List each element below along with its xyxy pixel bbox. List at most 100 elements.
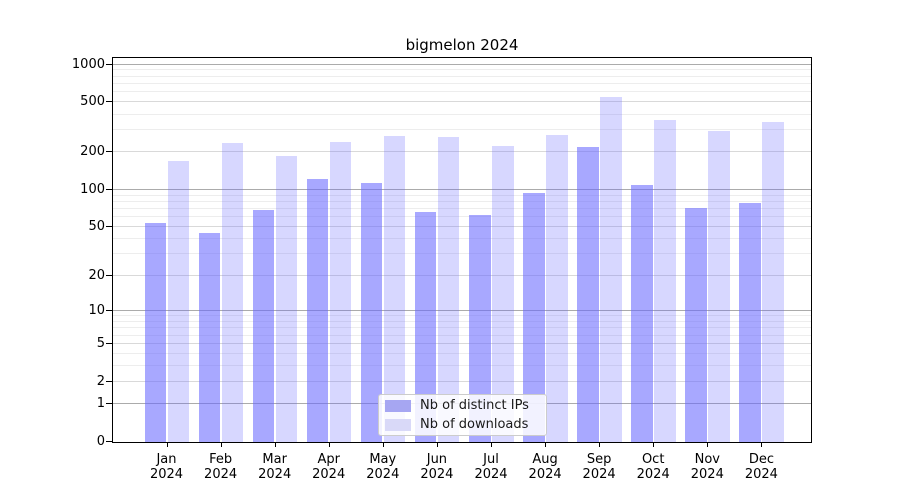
gridline-y-60 xyxy=(113,216,811,218)
bar-downloads-jan-2024 xyxy=(167,161,189,442)
legend-swatch-distinct-ips-icon xyxy=(385,399,411,412)
x-tick-label-jun: Jun 2024 xyxy=(420,452,454,482)
gridline-y-400 xyxy=(113,113,811,115)
y-tick-mark-100 xyxy=(106,188,113,190)
x-tick-label-nov: Nov 2024 xyxy=(690,452,724,482)
plot-area: 0 1 2 5 10 20 50 100 200 500 1000 Jan 2024 Feb 2024 Ma… xyxy=(72,57,812,482)
gridline-y-30 xyxy=(113,253,811,255)
bar-downloads-oct-2024 xyxy=(654,119,676,442)
gridline-y-2 xyxy=(113,381,811,382)
gridline-y-90 xyxy=(113,194,811,196)
gridline-y-800 xyxy=(113,75,811,77)
legend-row-downloads: Nb of downloads xyxy=(385,416,540,433)
x-tick-mark-feb xyxy=(220,443,222,447)
y-tick-label-10: 10 xyxy=(88,303,105,318)
bar-downloads-jul-2024 xyxy=(492,145,514,442)
bar-distinct-ips-jul-2024 xyxy=(469,214,491,442)
gridline-y-1000 xyxy=(113,63,811,65)
gridline-y-3 xyxy=(113,365,811,367)
x-tick-label-jan: Jan 2024 xyxy=(149,452,184,482)
gridline-y-70 xyxy=(113,208,811,210)
bar-distinct-ips-sep-2024 xyxy=(577,147,599,442)
x-tick-mark-aug xyxy=(545,443,547,447)
y-tick-mark-500 xyxy=(106,101,113,103)
chart-title: bigmelon 2024 xyxy=(405,36,519,54)
bar-downloads-sep-2024 xyxy=(600,97,622,442)
bar-distinct-ips-nov-2024 xyxy=(685,208,707,442)
bar-distinct-ips-jan-2024 xyxy=(144,223,166,442)
bar-downloads-may-2024 xyxy=(383,135,406,442)
gridline-y-10 xyxy=(113,310,811,311)
y-tick-mark-20 xyxy=(106,274,113,276)
bar-distinct-ips-apr-2024 xyxy=(306,178,329,442)
y-tick-mark-200 xyxy=(106,151,113,153)
bar-downloads-feb-2024 xyxy=(221,143,244,442)
x-tick-label-sep: Sep 2024 xyxy=(582,452,616,482)
x-tick-label-dec: Dec 2024 xyxy=(744,452,778,482)
gridline-y-8 xyxy=(113,321,811,322)
bar-downloads-dec-2024 xyxy=(762,121,784,442)
x-tick-mark-sep xyxy=(599,443,601,447)
bar-downloads-mar-2024 xyxy=(275,155,298,442)
x-tick-mark-jul xyxy=(491,443,492,447)
y-tick-mark-5 xyxy=(106,343,113,345)
gridline-y-6 xyxy=(113,334,811,336)
gridline-y-500 xyxy=(113,101,811,103)
legend-swatch-downloads-icon xyxy=(385,418,411,431)
bar-downloads-nov-2024 xyxy=(708,130,730,442)
legend-label-distinct-ips: Nb of distinct IPs xyxy=(420,398,529,413)
y-tick-mark-1000 xyxy=(106,63,113,65)
y-tick-label-50: 50 xyxy=(88,219,105,235)
y-tick-mark-50 xyxy=(106,226,113,228)
x-tick-mark-nov xyxy=(707,443,709,447)
x-tick-label-aug: Aug 2024 xyxy=(528,452,562,482)
x-tick-label-oct: Oct 2024 xyxy=(636,452,670,482)
bar-distinct-ips-mar-2024 xyxy=(252,209,275,442)
x-tick-mark-jun xyxy=(436,443,438,447)
gridline-y-4 xyxy=(113,353,811,355)
x-tick-mark-jan xyxy=(166,443,168,447)
gridline-y-600 xyxy=(113,91,811,93)
legend-label-downloads: Nb of downloads xyxy=(420,417,529,432)
x-tick-mark-dec xyxy=(761,443,763,447)
bar-downloads-aug-2024 xyxy=(546,134,568,442)
x-tick-label-mar: Mar 2024 xyxy=(258,452,292,482)
y-tick-label-500: 500 xyxy=(80,94,105,110)
x-tick-mark-may xyxy=(382,443,384,447)
gridline-y-40 xyxy=(113,238,811,240)
gridline-y-20 xyxy=(113,274,811,276)
x-tick-mark-apr xyxy=(328,443,330,447)
y-tick-mark-1 xyxy=(106,403,113,405)
gridline-y-200 xyxy=(113,151,811,153)
gridline-y-50 xyxy=(113,226,811,228)
y-tick-label-2: 2 xyxy=(96,374,105,389)
legend-box: Nb of distinct IPs Nb of downloads xyxy=(378,394,547,436)
x-tick-label-may: May 2024 xyxy=(366,452,400,482)
x-tick-label-jul: Jul 2024 xyxy=(474,452,508,482)
y-tick-label-100: 100 xyxy=(80,181,105,197)
bar-distinct-ips-may-2024 xyxy=(360,182,383,442)
y-tick-label-0: 0 xyxy=(96,434,105,449)
gridline-y-5 xyxy=(113,343,811,345)
y-tick-label-1: 1 xyxy=(96,396,105,412)
gridline-y-100 xyxy=(113,188,811,190)
bar-distinct-ips-dec-2024 xyxy=(739,203,761,442)
bar-distinct-ips-aug-2024 xyxy=(523,192,545,442)
gridline-y-80 xyxy=(113,200,811,202)
gridline-y-700 xyxy=(113,83,811,84)
gridline-y-7 xyxy=(113,327,811,329)
bar-downloads-jun-2024 xyxy=(437,136,460,442)
y-tick-mark-10 xyxy=(106,310,113,311)
y-tick-label-200: 200 xyxy=(80,144,105,160)
gridline-y-300 xyxy=(113,129,811,131)
bar-distinct-ips-feb-2024 xyxy=(198,232,221,442)
bar-distinct-ips-jun-2024 xyxy=(414,212,437,442)
x-tick-label-feb: Feb 2024 xyxy=(204,452,238,482)
x-tick-mark-oct xyxy=(653,443,655,447)
x-tick-label-apr: Apr 2024 xyxy=(312,452,346,482)
x-tick-mark-mar xyxy=(274,443,276,447)
y-tick-mark-0 xyxy=(106,441,113,442)
y-tick-mark-2 xyxy=(106,381,113,382)
gridline-y-9 xyxy=(113,315,811,317)
